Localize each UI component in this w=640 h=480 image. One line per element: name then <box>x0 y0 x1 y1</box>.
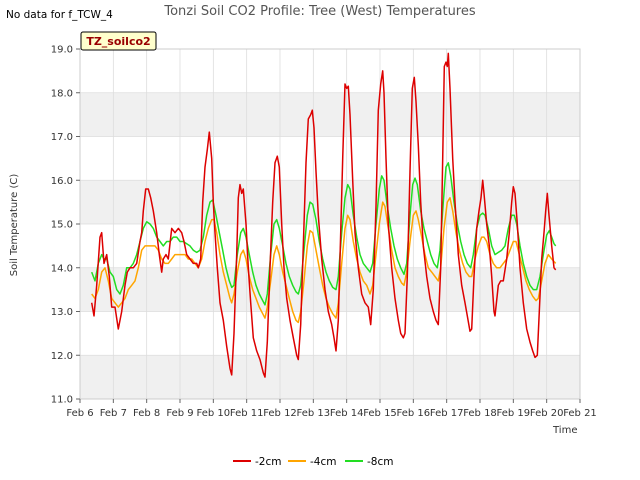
chart-title: Tonzi Soil CO2 Profile: Tree (West) Temp… <box>163 4 476 19</box>
x-tick-label: Feb 12 <box>263 408 297 419</box>
legend: -2cm -4cm -8cm <box>233 456 393 468</box>
site-badge: TZ_soilco2 <box>80 31 157 51</box>
y-tick-label: 14.0 <box>51 263 73 274</box>
x-tick-label: Feb 18 <box>463 408 497 419</box>
y-tick-label: 17.0 <box>51 132 73 143</box>
x-tick-label: Feb 7 <box>100 408 127 419</box>
x-tick-label: Feb 11 <box>230 408 264 419</box>
y-tick-label: 11.0 <box>51 395 73 406</box>
y-tick-label: 15.0 <box>51 220 73 231</box>
x-tick-label: Feb 15 <box>363 408 397 419</box>
badge-box <box>80 31 157 51</box>
y-tick-label: 13.0 <box>51 307 73 318</box>
legend-label: -4cm <box>310 456 336 468</box>
x-tick-label: Feb 21 <box>563 408 597 419</box>
series-line-8cm <box>90 162 557 306</box>
x-tick-label: Feb 20 <box>530 408 564 419</box>
x-tick-label: Feb 8 <box>133 408 160 419</box>
plot-band <box>80 355 580 399</box>
x-tick-label: Feb 10 <box>197 408 231 419</box>
y-axis-label: Soil Temperature (C) <box>9 174 20 277</box>
badge-label: TZ_soilco2 <box>86 35 150 48</box>
x-tick-label: Feb 9 <box>166 408 193 419</box>
x-tick-label: Feb 13 <box>297 408 331 419</box>
y-tick-label: 16.0 <box>51 176 73 187</box>
series-lines <box>90 52 557 378</box>
x-axis-label: Time <box>552 425 577 436</box>
plot-band <box>80 92 580 137</box>
y-tick-label: 19.0 <box>51 45 73 56</box>
y-tick-label: 18.0 <box>51 88 73 99</box>
x-axis-ticks: Feb 6 Feb 7 Feb 8 Feb 9 Feb 10 Feb 11 Feb 12 Fe… <box>66 399 597 419</box>
series-line-4cm <box>91 197 557 324</box>
x-tick-label: Feb 17 <box>430 408 464 419</box>
plot-band <box>80 180 580 224</box>
y-axis-ticks: 11.0 12.0 13.0 14.0 15.0 16.0 17.0 18.0 19.0 <box>51 45 80 406</box>
x-tick-label: Feb 6 <box>66 408 93 419</box>
legend-label: -8cm <box>367 456 393 468</box>
x-tick-label: Feb 19 <box>497 408 531 419</box>
y-tick-label: 12.0 <box>51 351 73 362</box>
no-data-note: No data for f_TCW_4 <box>6 9 113 21</box>
x-tick-label: Feb 16 <box>397 408 431 419</box>
x-tick-label: Feb 14 <box>330 408 364 419</box>
legend-label: -2cm <box>255 456 281 468</box>
series-line-2cm <box>90 52 557 378</box>
